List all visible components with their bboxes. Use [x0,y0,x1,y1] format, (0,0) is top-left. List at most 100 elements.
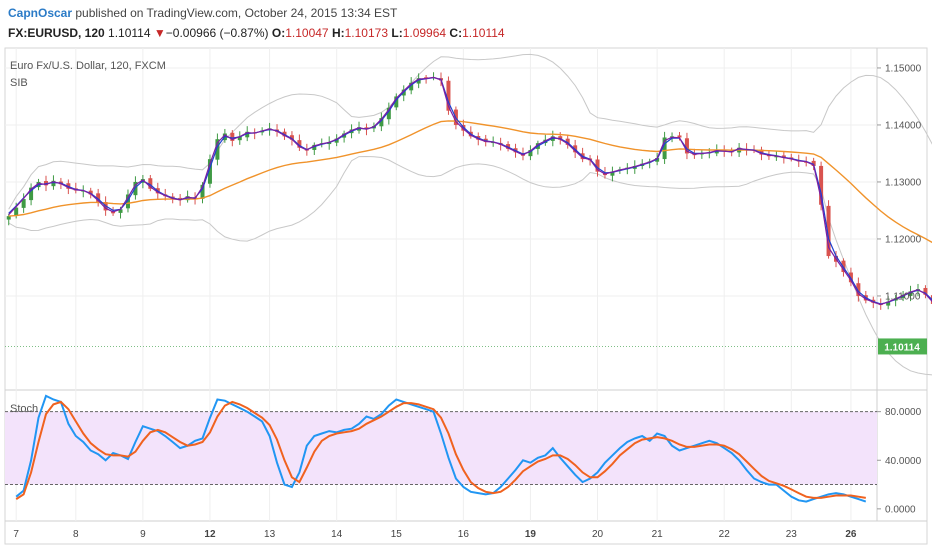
y-tick-label: 1.15000 [885,63,922,74]
y-tick-label: 1.14000 [885,120,922,131]
candle-body[interactable] [558,136,563,140]
price-pane-title: Euro Fx/U.S. Dollar, 120, FXCM [10,60,166,72]
high-value: 1.10173 [344,26,389,40]
candle-body[interactable] [595,159,600,172]
x-tick-label: 16 [458,529,470,540]
candle-body[interactable] [215,139,220,160]
candle-body[interactable] [886,301,891,306]
stoch-tick-label: 40.0000 [885,456,922,467]
candle-body[interactable] [88,190,93,195]
low-label: L: [391,26,403,40]
x-tick-label: 15 [391,529,403,540]
candle-body[interactable] [230,132,235,141]
x-tick-label: 13 [264,529,276,540]
candle-body[interactable] [662,137,667,160]
chart-header: CapnOscar published on TradingView.com, … [0,0,932,48]
candle-body[interactable] [312,144,317,150]
candle-body[interactable] [424,77,429,79]
x-tick-label: 23 [786,529,798,540]
fast-ma-line [8,76,932,306]
author-link[interactable]: CapnOscar [8,6,73,20]
candle-body[interactable] [409,82,414,91]
open-label: O: [271,26,286,40]
candle-body[interactable] [297,140,302,148]
change-value: −0.00966 (−0.87%) [165,26,269,40]
candle-body[interactable] [506,144,511,149]
candle-body[interactable] [29,187,34,201]
x-tick-label: 8 [73,529,79,540]
x-tick-label: 22 [719,529,731,540]
candle-body[interactable] [245,131,250,138]
stoch-k-line [15,394,867,503]
high-label: H: [331,26,345,40]
candle-body[interactable] [655,158,660,162]
stoch-pane[interactable] [5,394,877,503]
y-tick-label: 1.13000 [885,177,922,188]
candle-body[interactable] [610,171,615,176]
lower-band-line [8,155,932,376]
x-tick-label: 19 [525,529,537,540]
x-tick-label: 26 [845,529,857,540]
candle-body[interactable] [774,156,779,158]
y-tick-label: 1.12000 [885,234,922,245]
candle-body[interactable] [856,283,861,296]
x-tick-label: 12 [204,529,216,540]
candle-body[interactable] [446,80,451,111]
candle-body[interactable] [289,135,294,140]
candle-body[interactable] [908,291,913,296]
x-tick-label: 7 [13,529,19,540]
study-label: SIB [10,77,28,89]
candle-body[interactable] [200,184,205,199]
stoch-d-line [15,400,866,500]
candle-body[interactable] [51,180,56,187]
symbol-label[interactable]: FX:EURUSD, 120 [8,26,105,40]
x-tick-label: 9 [140,529,146,540]
ema-line [8,120,932,244]
x-tick-label: 21 [652,529,664,540]
candle-body[interactable] [819,165,824,205]
low-value: 1.09964 [402,26,447,40]
slow-ma-line [8,76,932,305]
candle-body[interactable] [6,216,11,220]
last-price-tag [878,338,927,355]
candle-body[interactable] [759,149,764,155]
candle-body[interactable] [21,199,26,208]
candle-body[interactable] [565,138,570,145]
candle-body[interactable] [207,159,212,184]
stoch-tick-label: 0.0000 [885,504,916,515]
candle-body[interactable] [14,207,19,216]
stoch-pane-title: Stoch [10,403,38,415]
candle-body[interactable] [334,138,339,143]
candles-group [6,72,932,310]
candle-body[interactable] [781,155,786,159]
candle-body[interactable] [416,78,421,84]
candle-body[interactable] [237,136,242,141]
candle-body[interactable] [677,135,682,138]
x-tick-label: 20 [592,529,604,540]
stoch-zone [5,411,877,485]
publish-line: CapnOscar published on TradingView.com, … [8,6,397,20]
price-pane[interactable] [5,53,932,376]
y-tick-label: 1.11000 [885,291,921,302]
candle-body[interactable] [923,287,928,295]
candle-body[interactable] [826,205,831,257]
last-price: 1.10114 [108,26,151,40]
ohlc-line: FX:EURUSD, 120 1.10114 ▼−0.00966 (−0.87%… [8,26,505,40]
candle-body[interactable] [386,107,391,120]
last-price-tag-label: 1.10114 [884,342,920,353]
candle-body[interactable] [684,138,689,154]
x-tick-label: 14 [331,529,343,540]
candle-body[interactable] [394,96,399,108]
stoch-tick-label: 80.0000 [885,407,922,418]
candle-body[interactable] [811,160,816,166]
candle-body[interactable] [148,178,153,189]
close-value: 1.10114 [462,26,505,40]
candle-body[interactable] [125,194,130,209]
close-label: C: [449,26,463,40]
axes: 7 8 9 12 13 14 15 16 19 20 21 22 23 26 1.15000 1.14000 1… [13,63,927,540]
candle-body[interactable] [379,118,384,127]
candle-body[interactable] [96,193,101,202]
candle-body[interactable] [118,209,123,213]
candle-body[interactable] [528,150,533,157]
